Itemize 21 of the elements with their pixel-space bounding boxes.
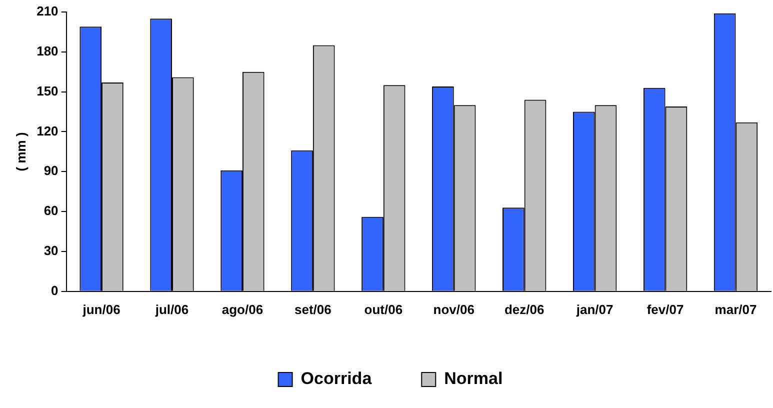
x-tick-label: dez/06 bbox=[504, 302, 544, 317]
y-tick-label: 30 bbox=[44, 243, 58, 258]
x-tick-label: fev/07 bbox=[646, 302, 684, 317]
y-tick-label: 180 bbox=[36, 43, 58, 58]
y-tick-label: 120 bbox=[36, 123, 58, 138]
x-tick-label: jun/06 bbox=[82, 302, 120, 317]
y-tick-label: 90 bbox=[44, 163, 58, 178]
x-tick-label: mar/07 bbox=[714, 302, 757, 317]
x-tick-label: set/06 bbox=[294, 302, 332, 317]
x-tick-label: out/06 bbox=[364, 302, 403, 317]
x-tick-label: ago/06 bbox=[222, 302, 264, 317]
y-tick-label: 60 bbox=[44, 203, 58, 218]
y-tick-label: 0 bbox=[51, 282, 58, 298]
y-axis-title: ( mm ) bbox=[13, 132, 28, 172]
y-tick-label: 210 bbox=[36, 4, 58, 19]
x-tick-label: jul/06 bbox=[154, 302, 189, 317]
y-tick-label: 150 bbox=[36, 83, 58, 98]
legend-label: Ocorrida bbox=[300, 369, 372, 388]
x-tick-label: nov/06 bbox=[433, 302, 474, 317]
x-tick-label: jan/07 bbox=[575, 302, 614, 317]
legend-label: Normal bbox=[444, 369, 503, 388]
